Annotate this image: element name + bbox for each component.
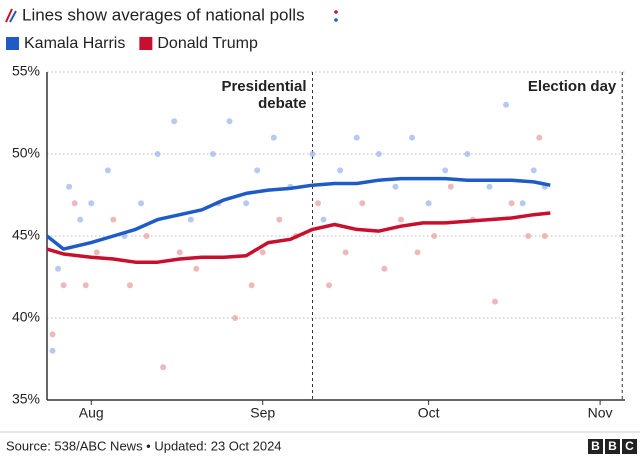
x-tick-label: Nov: [588, 405, 613, 421]
poll-dot: [55, 265, 62, 272]
poll-dot: [71, 200, 78, 207]
series-line: [45, 176, 551, 251]
y-tick-label: 40%: [12, 309, 40, 325]
title-icon: [5, 8, 17, 23]
poll-dot: [254, 167, 261, 174]
poll-dot: [77, 216, 84, 223]
series-line: [46, 211, 551, 264]
legend-label: Kamala Harris: [24, 35, 125, 52]
poll-dot: [276, 216, 283, 223]
poll-dot: [315, 200, 322, 207]
poll-dot: [447, 183, 454, 190]
poll-dot: [66, 183, 73, 190]
poll-dot: [82, 282, 89, 289]
poll-dot: [60, 282, 67, 289]
poll-dot: [359, 200, 366, 207]
poll-dot: [226, 118, 233, 125]
poll-dot: [88, 200, 95, 207]
poll-dot: [93, 249, 100, 256]
poll-dot: [337, 167, 344, 174]
poll-dot: [353, 134, 360, 141]
poll-dot: [320, 216, 327, 223]
y-tick-label: 35%: [12, 391, 40, 407]
y-tick-label: 50%: [12, 145, 40, 161]
poll-dot: [486, 183, 493, 190]
poll-dot: [409, 134, 416, 141]
poll-dot: [525, 233, 532, 239]
annotation: Election day: [527, 78, 617, 95]
poll-dot: [154, 151, 161, 157]
poll-dot: [49, 347, 56, 354]
poll-dot: [243, 200, 250, 207]
poll-dot: [209, 151, 216, 157]
poll-dot: [49, 331, 56, 338]
logo-box: [622, 439, 637, 454]
poll-dot: [309, 151, 316, 157]
poll-dot: [503, 101, 510, 108]
chart-title: Lines show averages of national polls: [22, 5, 305, 24]
poll-dot: [431, 233, 438, 239]
poll-dot: [442, 167, 449, 174]
poll-dot: [259, 249, 266, 256]
poll-dot: [187, 216, 194, 223]
poll-dots: [49, 101, 548, 371]
y-tick-label: 45%: [12, 227, 40, 243]
poll-dot: [536, 134, 543, 141]
poll-dot: [342, 249, 349, 256]
poll-dot: [143, 233, 150, 239]
logo-letter: B: [591, 439, 600, 453]
y-tick-label: 55%: [12, 63, 40, 79]
poll-dot: [414, 249, 421, 256]
poll-dot: [270, 134, 277, 141]
x-tick-label: Sep: [250, 405, 275, 421]
x-tick-label: Aug: [79, 405, 104, 421]
logo-box: [605, 439, 620, 454]
poll-dot: [138, 200, 145, 207]
poll-dot: [160, 364, 167, 371]
poll-dot: [508, 200, 515, 207]
poll-dot: [519, 200, 526, 207]
poll-dot: [232, 315, 239, 321]
logo-box: [588, 439, 603, 454]
poll-dot: [171, 118, 178, 125]
poll-dot: [375, 151, 382, 157]
poll-dot: [126, 282, 133, 289]
poll-dot: [397, 216, 404, 223]
poll-dot: [104, 167, 111, 174]
poll-dot: [176, 249, 183, 256]
poll-dot: [541, 233, 548, 239]
poll-dot: [425, 200, 432, 207]
poll-dot: [492, 298, 499, 305]
poll-dot: [381, 265, 388, 272]
poll-dot: [248, 282, 255, 289]
title-dot: [334, 10, 338, 14]
poll-dot: [110, 216, 117, 223]
logo-letter: C: [625, 439, 634, 453]
source: Source: 538/ABC News • Updated: 23 Oct 2…: [6, 438, 282, 453]
poll-dot: [464, 151, 471, 157]
poll-dot: [530, 167, 537, 174]
legend-swatch: [139, 37, 153, 50]
annotation: Presidential debate: [221, 78, 307, 112]
x-tick-label: Oct: [418, 405, 440, 421]
poll-dot: [326, 282, 333, 289]
title-dot: [334, 18, 338, 22]
legend-label: Donald Trump: [157, 35, 258, 52]
poll-dot: [193, 265, 200, 272]
legend-swatch: [6, 37, 19, 50]
logo-letter: B: [608, 439, 617, 453]
poll-dot: [392, 183, 399, 190]
